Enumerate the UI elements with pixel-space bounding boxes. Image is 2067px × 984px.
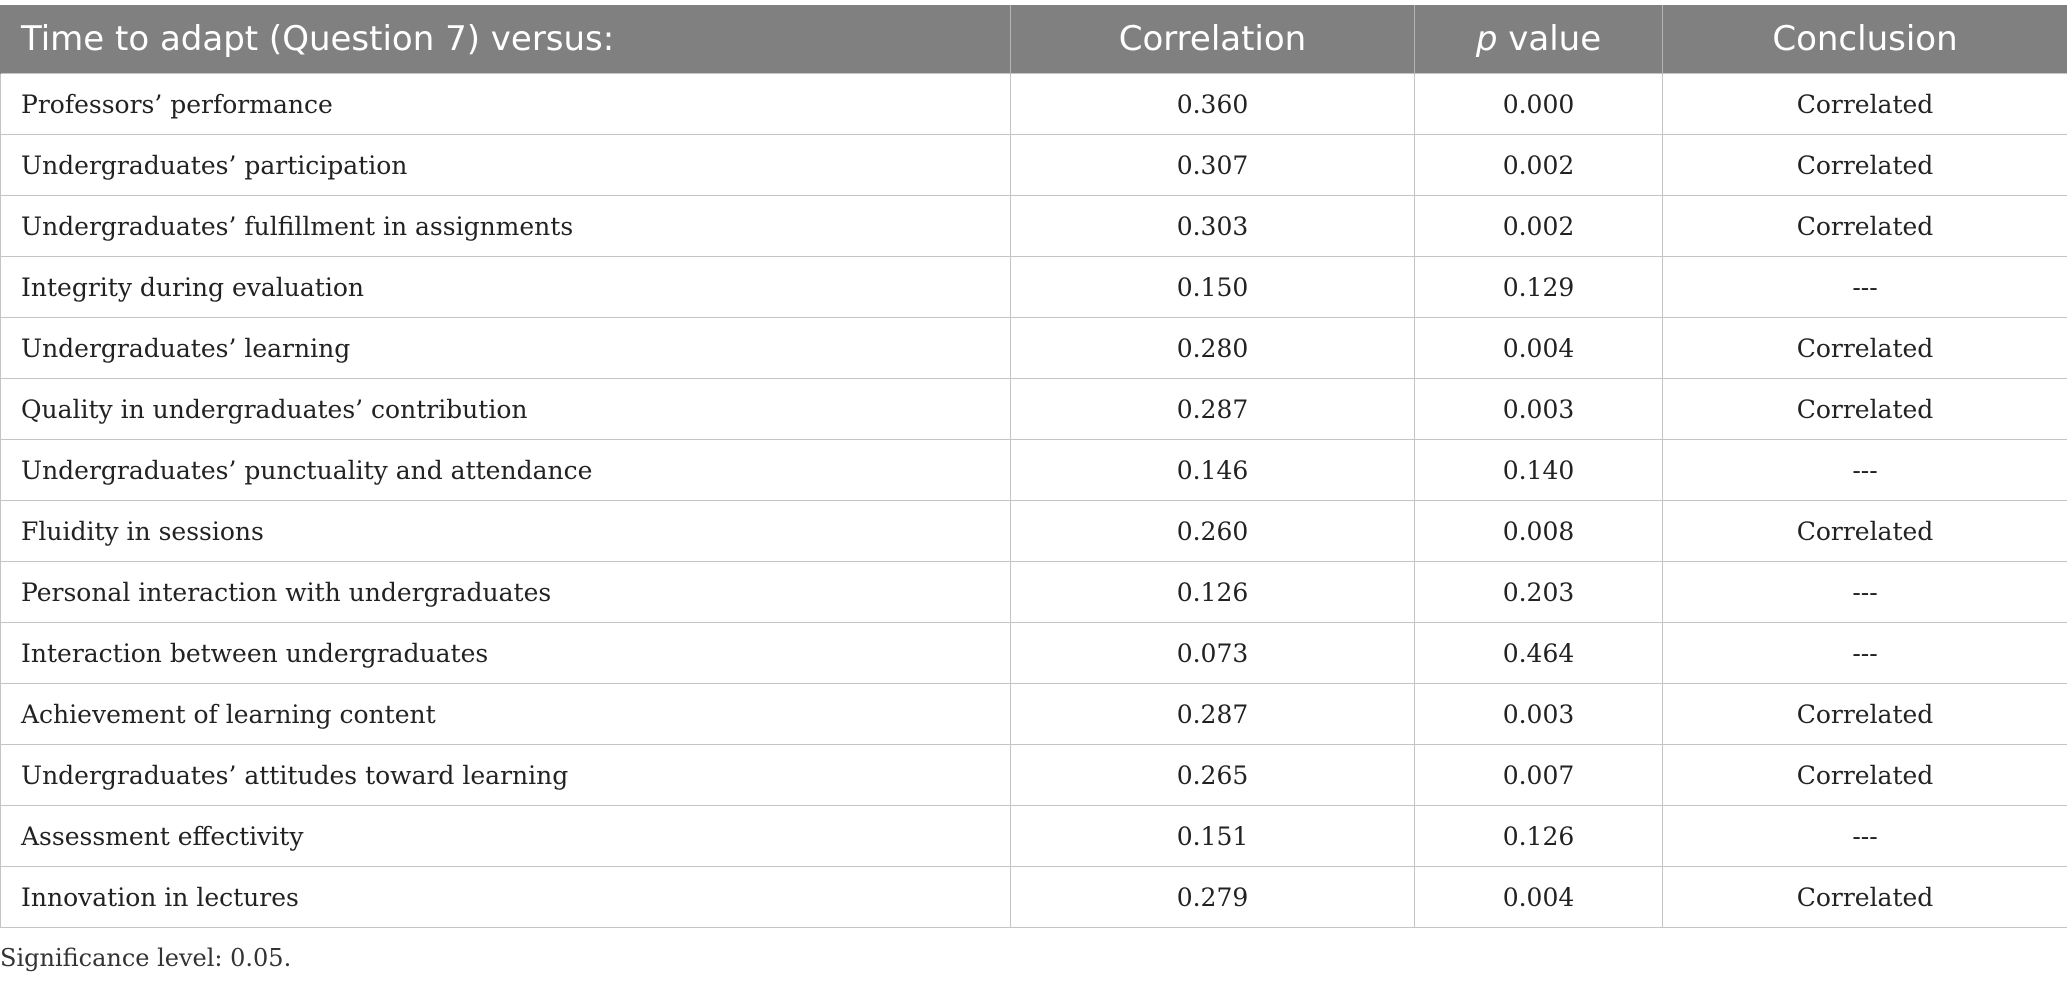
footnote: Significance level: 0.05. bbox=[0, 944, 292, 972]
row-correlation-value: 0.265 bbox=[1010, 744, 1415, 806]
row-p-value: 0.129 bbox=[1414, 256, 1663, 318]
row-item-label: Undergraduates’ punctuality and attendan… bbox=[0, 439, 1011, 501]
table-row: Professors’ performance 0.360 0.000 Correla… bbox=[0, 73, 2067, 135]
table-row: Personal interaction with undergraduates… bbox=[0, 561, 2067, 623]
row-conclusion: Correlated bbox=[1662, 744, 2067, 806]
row-correlation-value: 0.150 bbox=[1010, 256, 1415, 318]
row-item-label: Professors’ performance bbox=[0, 73, 1011, 135]
row-conclusion: --- bbox=[1662, 622, 2067, 684]
table-row: Fluidity in sessions 0.260 0.008 Correlated bbox=[0, 500, 2067, 562]
row-item-label: Innovation in lectures bbox=[0, 866, 1011, 928]
row-item-label: Assessment effectivity bbox=[0, 805, 1011, 867]
row-conclusion: --- bbox=[1662, 561, 2067, 623]
table-row: Undergraduates’ attitudes toward learnin… bbox=[0, 744, 2067, 806]
row-conclusion: Correlated bbox=[1662, 683, 2067, 745]
row-conclusion: --- bbox=[1662, 256, 2067, 318]
row-p-value: 0.203 bbox=[1414, 561, 1663, 623]
table-row: Undergraduates’ learning 0.280 0.004 Correl… bbox=[0, 317, 2067, 379]
row-conclusion: Correlated bbox=[1662, 378, 2067, 440]
row-correlation-value: 0.279 bbox=[1010, 866, 1415, 928]
row-item-label: Integrity during evaluation bbox=[0, 256, 1011, 318]
row-correlation-value: 0.260 bbox=[1010, 500, 1415, 562]
row-item-label: Undergraduates’ attitudes toward learnin… bbox=[0, 744, 1011, 806]
row-conclusion: Correlated bbox=[1662, 73, 2067, 135]
header-item: Time to adapt (Question 7) versus: bbox=[0, 5, 1011, 74]
row-item-label: Undergraduates’ fulfillment in assignmen… bbox=[0, 195, 1011, 257]
row-correlation-value: 0.307 bbox=[1010, 134, 1415, 196]
row-correlation-value: 0.126 bbox=[1010, 561, 1415, 623]
row-p-value: 0.464 bbox=[1414, 622, 1663, 684]
row-p-value: 0.002 bbox=[1414, 195, 1663, 257]
table-row: Assessment effectivity 0.151 0.126 --- bbox=[0, 805, 2067, 867]
row-p-value: 0.140 bbox=[1414, 439, 1663, 501]
row-p-value: 0.003 bbox=[1414, 683, 1663, 745]
correlation-table-container: Time to adapt (Question 7) versus: Corre… bbox=[0, 5, 2067, 928]
row-item-label: Fluidity in sessions bbox=[0, 500, 1011, 562]
row-correlation-value: 0.287 bbox=[1010, 683, 1415, 745]
row-conclusion: --- bbox=[1662, 805, 2067, 867]
table-row: Innovation in lectures 0.279 0.004 Correlat… bbox=[0, 866, 2067, 928]
row-conclusion: Correlated bbox=[1662, 866, 2067, 928]
row-item-label: Undergraduates’ learning bbox=[0, 317, 1011, 379]
row-conclusion: Correlated bbox=[1662, 195, 2067, 257]
table-row: Undergraduates’ participation 0.307 0.002 C… bbox=[0, 134, 2067, 196]
row-item-label: Achievement of learning content bbox=[0, 683, 1011, 745]
row-item-label: Undergraduates’ participation bbox=[0, 134, 1011, 196]
table-row: Integrity during evaluation 0.150 0.129 --- bbox=[0, 256, 2067, 318]
row-correlation-value: 0.151 bbox=[1010, 805, 1415, 867]
row-conclusion: Correlated bbox=[1662, 500, 2067, 562]
header-row: Time to adapt (Question 7) versus: Corre… bbox=[0, 5, 2067, 74]
row-correlation-value: 0.360 bbox=[1010, 73, 1415, 135]
row-p-value: 0.003 bbox=[1414, 378, 1663, 440]
header-p-value: p value bbox=[1414, 5, 1663, 74]
table-row: Interaction between undergraduates 0.073 0… bbox=[0, 622, 2067, 684]
header-conclusion: Conclusion bbox=[1662, 5, 2067, 74]
table-body: Professors’ performance 0.360 0.000 Correla… bbox=[0, 73, 2067, 928]
table-header: Time to adapt (Question 7) versus: Corre… bbox=[0, 5, 2067, 74]
row-p-value: 0.007 bbox=[1414, 744, 1663, 806]
row-p-value: 0.002 bbox=[1414, 134, 1663, 196]
table-row: Undergraduates’ punctuality and attendan… bbox=[0, 439, 2067, 501]
row-p-value: 0.004 bbox=[1414, 317, 1663, 379]
row-p-value: 0.000 bbox=[1414, 73, 1663, 135]
header-p-symbol: p bbox=[1475, 19, 1498, 59]
table-row: Undergraduates’ fulfillment in assignmen… bbox=[0, 195, 2067, 257]
row-item-label: Personal interaction with undergraduates bbox=[0, 561, 1011, 623]
row-p-value: 0.004 bbox=[1414, 866, 1663, 928]
header-p-value-label: value bbox=[1497, 19, 1602, 59]
table-row: Quality in undergraduates’ contribution 0… bbox=[0, 378, 2067, 440]
row-item-label: Interaction between undergraduates bbox=[0, 622, 1011, 684]
row-item-label: Quality in undergraduates’ contribution bbox=[0, 378, 1011, 440]
row-p-value: 0.126 bbox=[1414, 805, 1663, 867]
header-correlation: Correlation bbox=[1010, 5, 1415, 74]
row-conclusion: Correlated bbox=[1662, 317, 2067, 379]
row-conclusion: Correlated bbox=[1662, 134, 2067, 196]
row-correlation-value: 0.073 bbox=[1010, 622, 1415, 684]
row-p-value: 0.008 bbox=[1414, 500, 1663, 562]
row-correlation-value: 0.280 bbox=[1010, 317, 1415, 379]
row-correlation-value: 0.146 bbox=[1010, 439, 1415, 501]
row-correlation-value: 0.287 bbox=[1010, 378, 1415, 440]
correlation-table: Time to adapt (Question 7) versus: Corre… bbox=[0, 5, 2067, 928]
table-row: Achievement of learning content 0.287 0.00… bbox=[0, 683, 2067, 745]
row-conclusion: --- bbox=[1662, 439, 2067, 501]
row-correlation-value: 0.303 bbox=[1010, 195, 1415, 257]
